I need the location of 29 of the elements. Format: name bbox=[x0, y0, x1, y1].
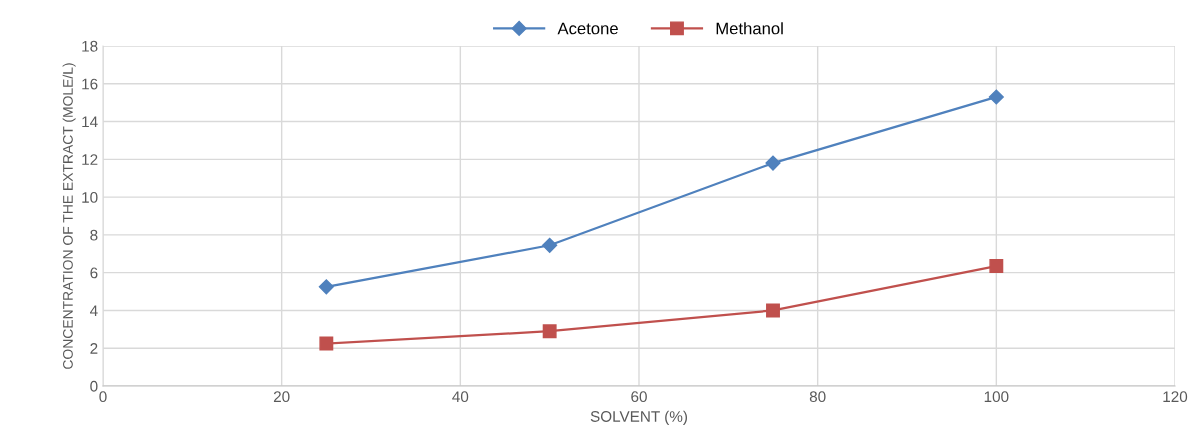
point bbox=[542, 237, 558, 253]
point bbox=[542, 324, 557, 339]
y-tick-label: 16 bbox=[82, 78, 98, 90]
x-tick-label: 80 bbox=[809, 391, 826, 403]
y-axis-title: CONCENTRATION OF THE EXTRACT (MOLE/L) bbox=[62, 63, 76, 369]
y-tick-label: 6 bbox=[90, 267, 98, 279]
y-tick-label: 14 bbox=[82, 116, 98, 128]
y-tick-label: 4 bbox=[89, 305, 98, 316]
y-tick-label: 10 bbox=[82, 191, 98, 203]
y-tick-label: 2 bbox=[90, 343, 98, 354]
legend-label: Acetone bbox=[557, 22, 618, 35]
x-tick-label: 0 bbox=[99, 391, 107, 403]
legend-label: Methanol bbox=[716, 22, 783, 35]
x-tick-label: 20 bbox=[273, 391, 290, 403]
x-tick-label: 40 bbox=[452, 391, 469, 403]
x-axis-title: SOLVENT (%) bbox=[590, 410, 688, 425]
x-tick-label: 100 bbox=[984, 391, 1009, 403]
point bbox=[765, 155, 781, 171]
x-tick-label: 60 bbox=[631, 391, 647, 403]
point bbox=[988, 89, 1004, 105]
point bbox=[319, 336, 334, 351]
y-tick-label: 0 bbox=[90, 380, 98, 392]
point bbox=[318, 279, 334, 295]
y-tick-label: 8 bbox=[90, 229, 98, 241]
x-tick-label: 120 bbox=[1163, 391, 1188, 403]
y-tick-label: 12 bbox=[82, 154, 98, 165]
point bbox=[766, 303, 780, 318]
point bbox=[989, 259, 1004, 274]
y-tick-label: 18 bbox=[82, 40, 98, 52]
